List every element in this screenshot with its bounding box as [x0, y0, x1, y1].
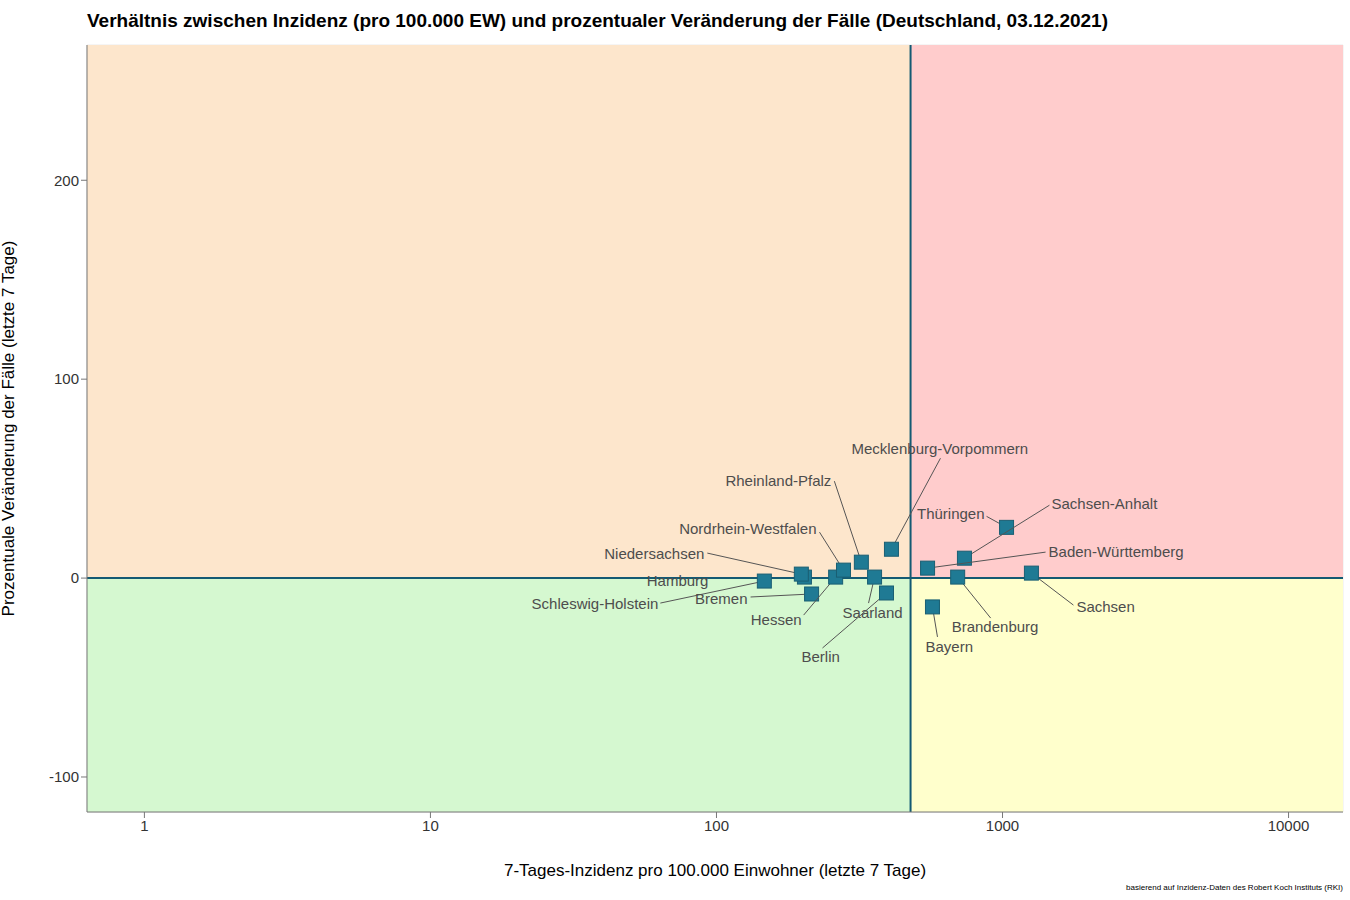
svg-text:Hessen: Hessen [751, 611, 802, 628]
svg-text:Rheinland-Pfalz: Rheinland-Pfalz [725, 472, 831, 489]
svg-text:Schleswig-Holstein: Schleswig-Holstein [532, 595, 659, 612]
svg-text:Saarland: Saarland [843, 604, 903, 621]
svg-text:100: 100 [54, 370, 79, 387]
svg-text:Thüringen: Thüringen [917, 505, 985, 522]
svg-text:7-Tages-Inzidenz pro 100.000 E: 7-Tages-Inzidenz pro 100.000 Einwohner (… [504, 861, 926, 880]
svg-text:10: 10 [422, 817, 439, 834]
html-text:Verhältnis zwischen Inzidenz (: Verhältnis zwischen Inzidenz (pro 100.00… [87, 10, 1108, 31]
svg-text:-100: -100 [49, 768, 79, 785]
svg-text:0: 0 [71, 569, 79, 586]
svg-text:1000: 1000 [986, 817, 1019, 834]
svg-text:10000: 10000 [1268, 817, 1310, 834]
svg-text:Nordrhein-Westfalen: Nordrhein-Westfalen [679, 520, 816, 537]
svg-text:Prozentuale Veränderung der Fä: Prozentuale Veränderung der Fälle (letzt… [8, 241, 18, 617]
svg-text:Brandenburg: Brandenburg [952, 618, 1039, 635]
svg-text:Baden-Württemberg: Baden-Württemberg [1049, 543, 1184, 560]
html-text:basierend auf Inzidenz-Daten d: basierend auf Inzidenz-Daten des Robert … [1126, 883, 1343, 892]
svg-text:200: 200 [54, 172, 79, 189]
svg-text:1: 1 [140, 817, 148, 834]
svg-text:Berlin: Berlin [801, 648, 839, 665]
svg-text:Bremen: Bremen [695, 590, 748, 607]
svg-text:Bayern: Bayern [925, 638, 973, 655]
svg-text:Niedersachsen: Niedersachsen [604, 545, 704, 562]
svg-text:100: 100 [704, 817, 729, 834]
svg-text:Hamburg: Hamburg [647, 572, 709, 589]
svg-text:Sachsen: Sachsen [1076, 598, 1134, 615]
svg-text:Sachsen-Anhalt: Sachsen-Anhalt [1051, 495, 1158, 512]
svg-text:Mecklenburg-Vorpommern: Mecklenburg-Vorpommern [851, 440, 1028, 457]
